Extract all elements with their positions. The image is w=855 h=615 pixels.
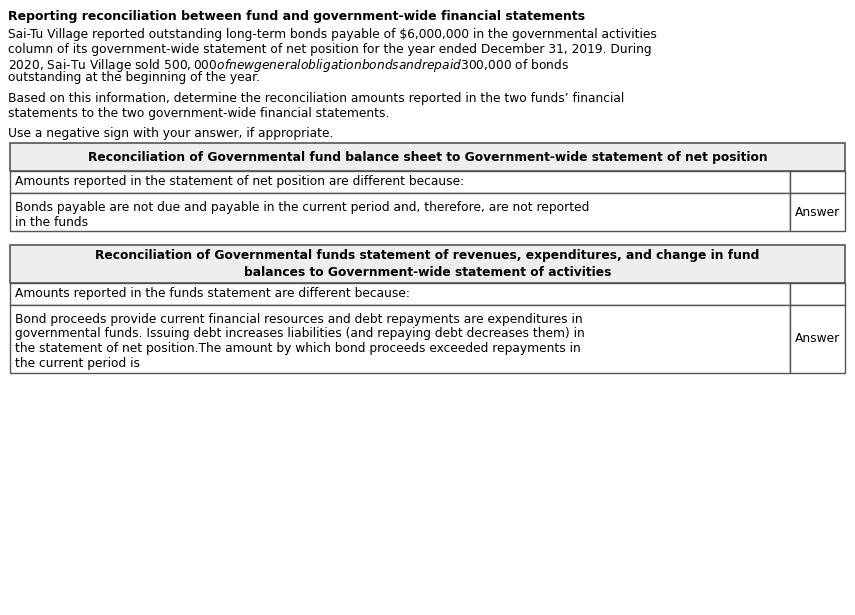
Text: the current period is: the current period is bbox=[15, 357, 140, 370]
Bar bbox=[790, 171, 845, 193]
Text: Bonds payable are not due and payable in the current period and, therefore, are : Bonds payable are not due and payable in… bbox=[15, 201, 589, 214]
Text: Reporting reconciliation between fund and government-wide financial statements: Reporting reconciliation between fund an… bbox=[8, 10, 585, 23]
Text: statements to the two government-wide financial statements.: statements to the two government-wide fi… bbox=[8, 106, 389, 119]
Text: governmental funds. Issuing debt increases liabilities (and repaying debt decrea: governmental funds. Issuing debt increas… bbox=[15, 328, 585, 341]
Bar bbox=[10, 305, 790, 373]
Text: Bond proceeds provide current financial resources and debt repayments are expend: Bond proceeds provide current financial … bbox=[15, 313, 582, 326]
Text: column of its government-wide statement of net position for the year ended Decem: column of its government-wide statement … bbox=[8, 42, 652, 55]
Bar bbox=[790, 305, 845, 373]
Text: 2020, Sai-Tu Village sold $500,000 of new general obligation bonds and repaid $3: 2020, Sai-Tu Village sold $500,000 of ne… bbox=[8, 57, 569, 74]
Text: the statement of net position.The amount by which bond proceeds exceeded repayme: the statement of net position.The amount… bbox=[15, 342, 581, 355]
Text: Reconciliation of Governmental fund balance sheet to Government-wide statement o: Reconciliation of Governmental fund bala… bbox=[88, 151, 767, 164]
Text: Based on this information, determine the reconciliation amounts reported in the : Based on this information, determine the… bbox=[8, 92, 624, 105]
Text: Answer: Answer bbox=[795, 333, 840, 346]
Text: Sai-Tu Village reported outstanding long-term bonds payable of $6,000,000 in the: Sai-Tu Village reported outstanding long… bbox=[8, 28, 657, 41]
Text: Use a negative sign with your answer, if appropriate.: Use a negative sign with your answer, if… bbox=[8, 127, 333, 140]
Text: outstanding at the beginning of the year.: outstanding at the beginning of the year… bbox=[8, 71, 260, 84]
Bar bbox=[790, 283, 845, 305]
Bar bbox=[10, 283, 790, 305]
Text: Reconciliation of Governmental funds statement of revenues, expenditures, and ch: Reconciliation of Governmental funds sta… bbox=[95, 250, 760, 263]
Text: Answer: Answer bbox=[795, 205, 840, 218]
Text: balances to Government-wide statement of activities: balances to Government-wide statement of… bbox=[244, 266, 611, 279]
Bar bbox=[790, 193, 845, 231]
Text: Amounts reported in the statement of net position are different because:: Amounts reported in the statement of net… bbox=[15, 175, 464, 189]
Text: Amounts reported in the funds statement are different because:: Amounts reported in the funds statement … bbox=[15, 287, 410, 301]
Bar bbox=[10, 143, 845, 171]
Bar bbox=[10, 171, 790, 193]
Text: in the funds: in the funds bbox=[15, 215, 88, 229]
Bar bbox=[10, 245, 845, 283]
Bar bbox=[10, 193, 790, 231]
